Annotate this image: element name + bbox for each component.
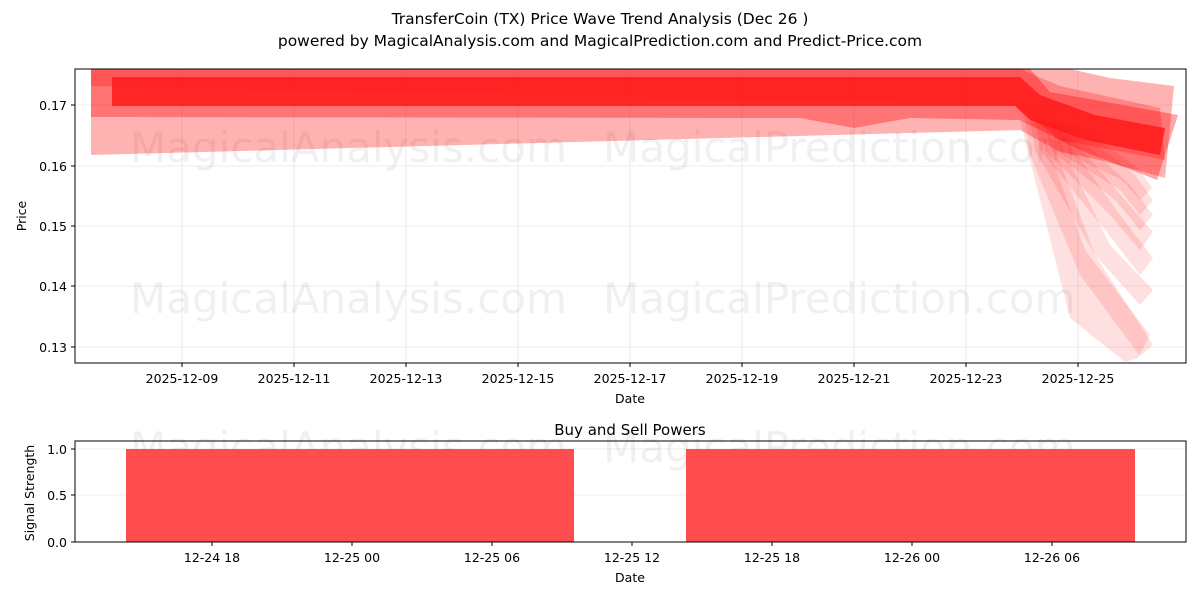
x-tick-label: 12-26 00 (884, 550, 940, 565)
signal-bar (686, 449, 1135, 542)
x-axis-label: Date (615, 391, 645, 406)
x-tick-label: 12-25 00 (324, 550, 380, 565)
x-tick-label: 2025-12-09 (146, 371, 219, 386)
x-tick-label: 12-26 06 (1024, 550, 1080, 565)
price-y-ticks (71, 104, 75, 348)
watermark: MagicalPrediction.com (603, 123, 1076, 172)
x-tick-label: 2025-12-23 (930, 371, 1003, 386)
x-tick-label: 12-25 18 (744, 550, 800, 565)
y-tick-label: 0.13 (39, 340, 67, 355)
signal-axes-frame (74, 440, 1187, 543)
y-tick-label: 0.5 (47, 488, 67, 503)
x-tick-label: 2025-12-25 (1042, 371, 1115, 386)
forecast-fan (1020, 118, 1153, 362)
core-band (112, 77, 1165, 155)
watermark: MagicalPrediction.com (603, 274, 1076, 323)
x-tick-label: 2025-12-11 (258, 371, 331, 386)
x-tick-label: 12-25 12 (604, 550, 660, 565)
y-tick-label: 0.0 (47, 535, 67, 550)
x-tick-label: 2025-12-13 (370, 371, 443, 386)
y-axis-label: Signal Strength (22, 445, 37, 541)
x-tick-label: 12-25 06 (464, 550, 520, 565)
x-tick-label: 2025-12-19 (706, 371, 779, 386)
y-tick-label: 0.14 (39, 279, 67, 294)
x-tick-label: 2025-12-17 (594, 371, 667, 386)
signal-x-ticks (211, 542, 1053, 546)
x-tick-label: 12-24 18 (184, 550, 240, 565)
y-tick-label: 0.15 (39, 219, 67, 234)
y-tick-label: 0.17 (39, 98, 67, 113)
y-tick-label: 1.0 (47, 442, 67, 457)
price-x-ticks (181, 363, 1079, 367)
watermark: MagicalAnalysis.com (130, 274, 567, 323)
signal-bar (126, 449, 574, 542)
x-tick-label: 2025-12-15 (482, 371, 555, 386)
price-chart: MagicalAnalysis.com MagicalPrediction.co… (14, 68, 1187, 406)
x-axis-label: Date (615, 570, 645, 585)
y-axis-label: Price (14, 200, 29, 231)
signal-chart-title: Buy and Sell Powers (554, 421, 706, 439)
x-tick-label: 2025-12-21 (818, 371, 891, 386)
signal-chart: Buy and Sell Powers MagicalAnalysis.com … (22, 421, 1187, 585)
chart-subtitle: powered by MagicalAnalysis.com and Magic… (277, 32, 923, 50)
y-tick-label: 0.16 (39, 159, 67, 174)
chart-title: TransferCoin (TX) Price Wave Trend Analy… (391, 10, 809, 28)
watermark: MagicalAnalysis.com (130, 123, 567, 172)
signal-y-ticks (71, 448, 75, 543)
